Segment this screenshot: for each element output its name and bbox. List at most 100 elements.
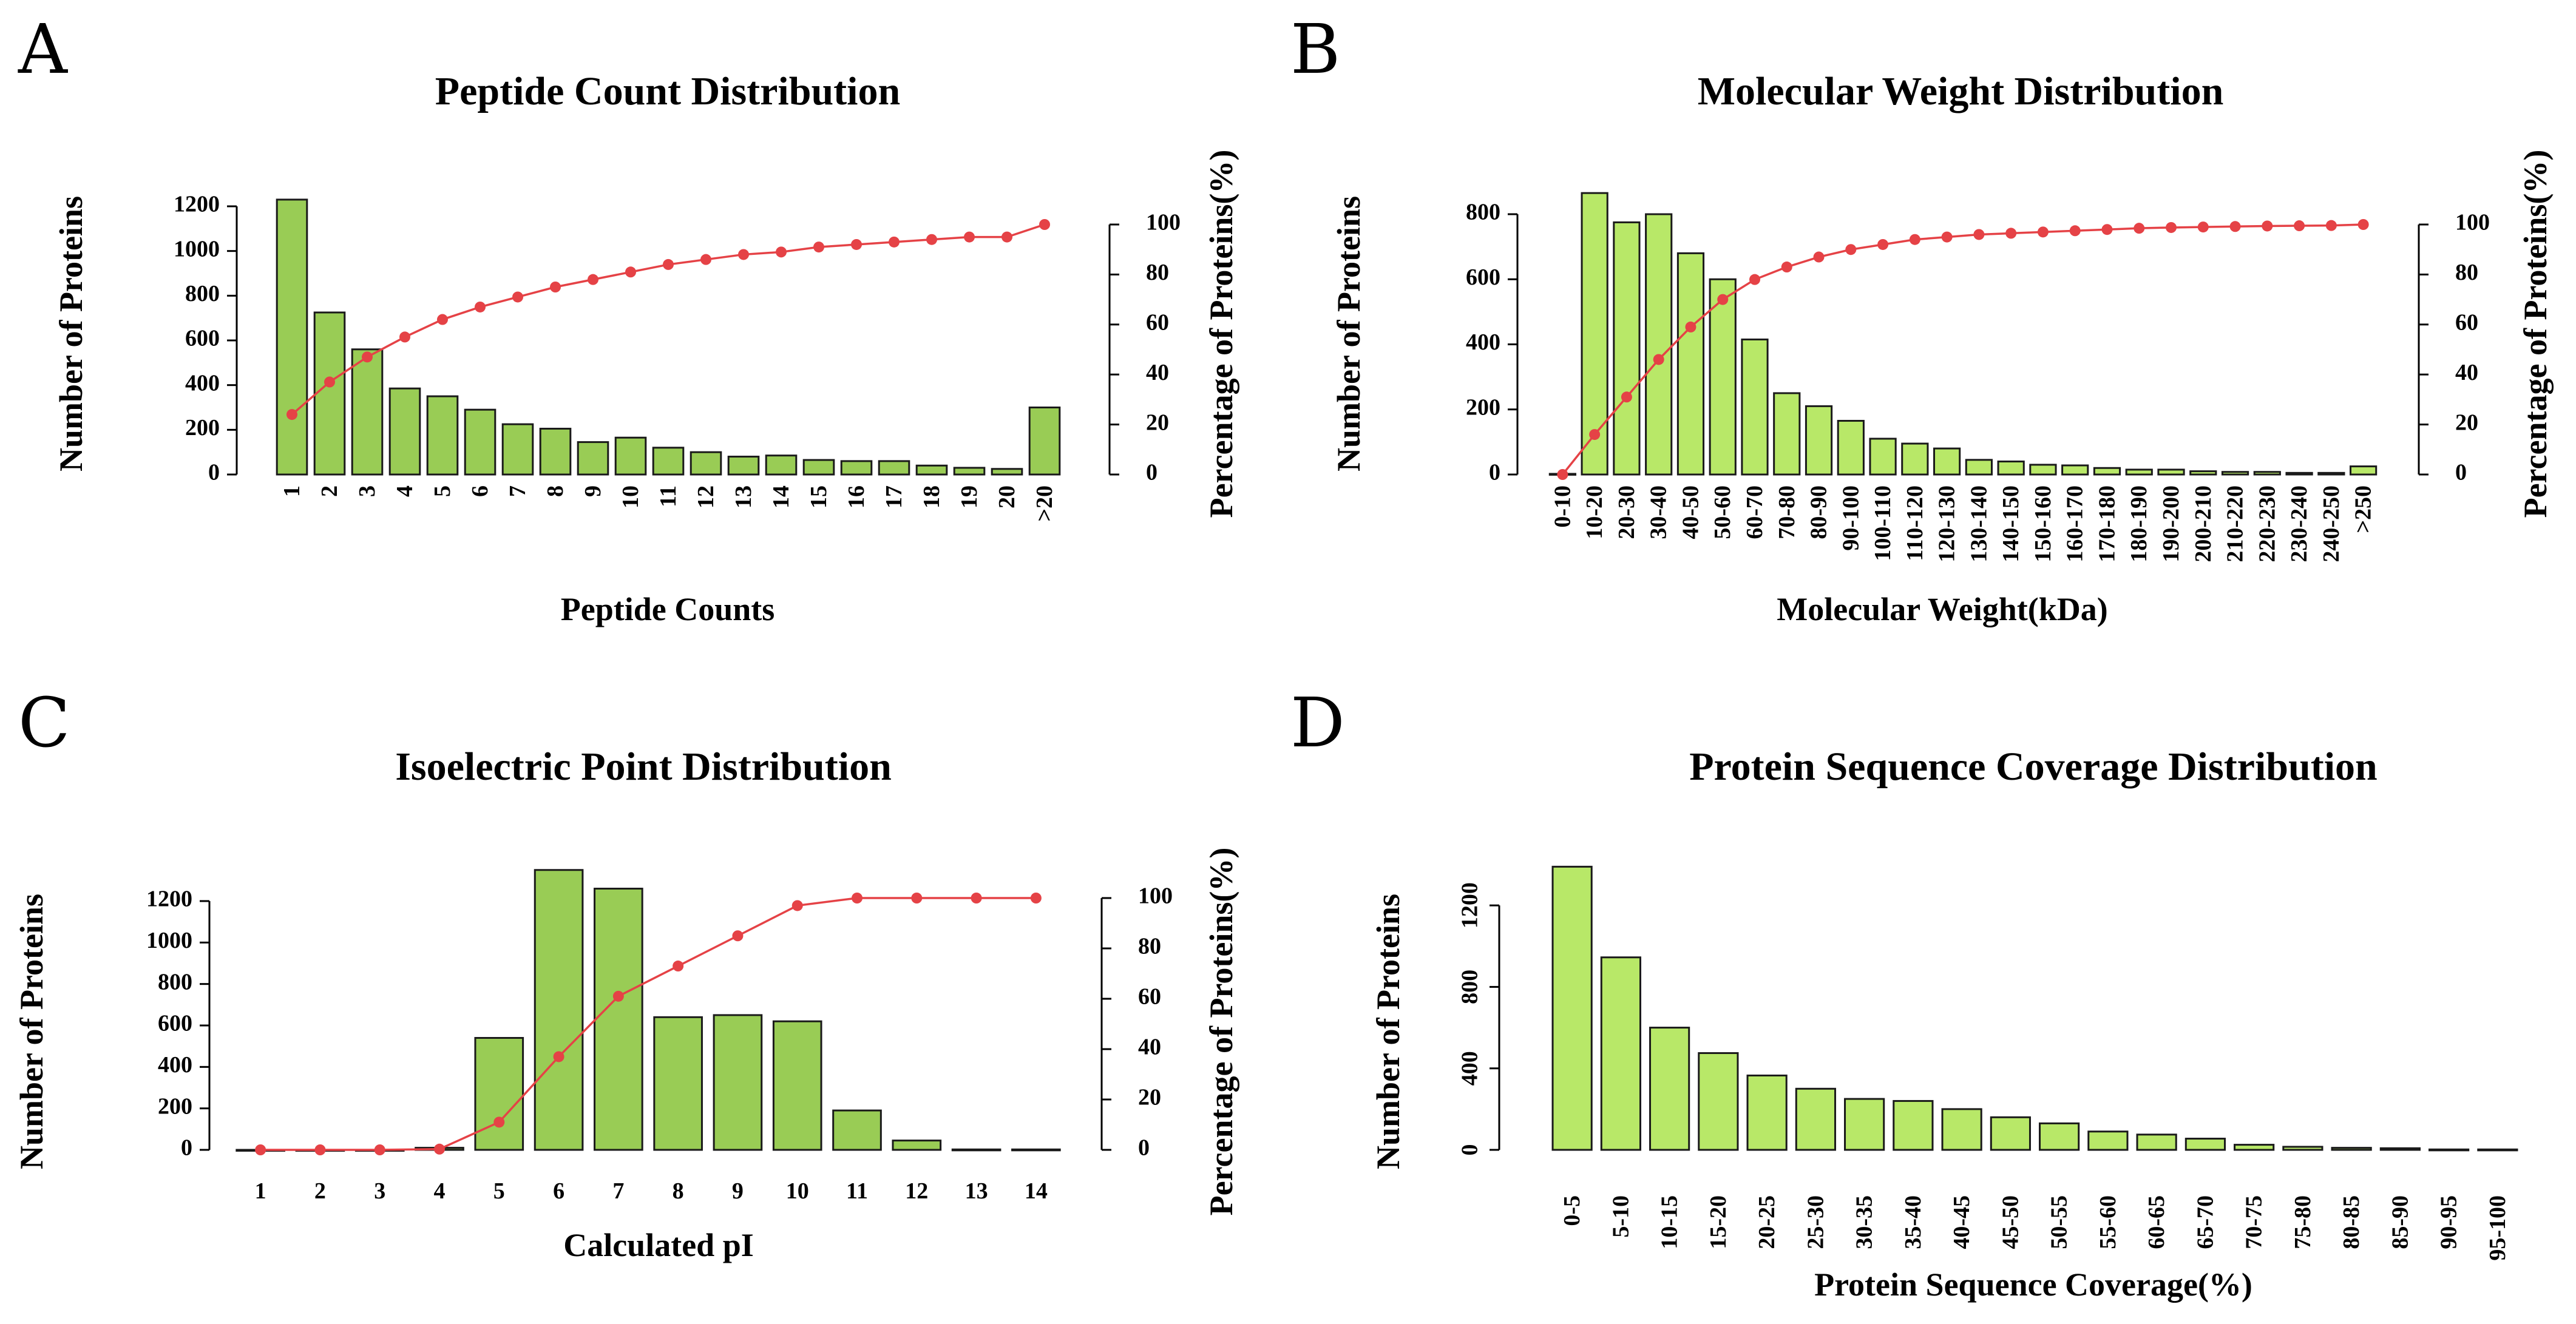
- cumulative-point: [625, 266, 636, 278]
- x-tick-label: 220-230: [2254, 485, 2280, 562]
- cumulative-point: [2005, 228, 2017, 239]
- y-tick-label: 600: [158, 1011, 192, 1036]
- cumulative-point: [553, 1051, 564, 1062]
- y2-tick-label: 40: [1146, 360, 1169, 385]
- x-tick-label: 14: [768, 485, 794, 508]
- x-tick-label: 10: [618, 485, 643, 508]
- y-tick-label: 1200: [146, 887, 192, 912]
- x-tick-label: 50-60: [1710, 485, 1735, 539]
- y2-axis-label: Percentage of Proteins(%): [1203, 150, 1239, 518]
- chart-title: Peptide Count Distribution: [435, 69, 900, 113]
- cumulative-point: [475, 301, 486, 312]
- panel-label-c: C: [18, 684, 70, 763]
- y2-axis-label: Percentage of Proteins(%): [1203, 848, 1239, 1216]
- y-tick-label: 400: [1457, 1051, 1483, 1086]
- x-axis-label: Molecular Weight(kDa): [1777, 591, 2107, 627]
- bar: [1746, 1074, 1788, 1151]
- bar: [1551, 865, 1593, 1151]
- y-tick-label: 800: [185, 281, 220, 306]
- x-tick-label: 2: [317, 485, 342, 497]
- bar: [2125, 468, 2153, 476]
- bar: [2087, 1130, 2129, 1151]
- x-tick-label: 25-30: [1803, 1195, 1828, 1249]
- bar: [2285, 471, 2313, 476]
- cumulative-point: [926, 234, 937, 245]
- y2-tick-label: 60: [1146, 310, 1169, 336]
- bar: [1011, 1148, 1061, 1152]
- bar: [2136, 1133, 2177, 1151]
- panel-d: D Protein Sequence Coverage Distribution…: [1290, 684, 2518, 1303]
- y2-tick-label: 20: [1146, 410, 1169, 435]
- y-tick-label: 200: [185, 415, 220, 441]
- bar: [426, 395, 459, 476]
- cumulative-point: [1877, 238, 1889, 250]
- x-tick-label: 70-75: [2242, 1195, 2267, 1249]
- chart-title: Isoelectric Point Distribution: [395, 745, 892, 789]
- bar: [2331, 1147, 2372, 1151]
- x-tick-label: 1: [279, 485, 305, 497]
- cumulative-point: [1781, 262, 1792, 273]
- bar: [840, 460, 873, 476]
- cumulative-point: [1589, 429, 1601, 441]
- y-axis-label: Number of Proteins: [1370, 894, 1406, 1169]
- cumulative-point: [324, 376, 335, 388]
- x-tick-label: 1: [255, 1178, 266, 1204]
- y2-tick-label: 0: [2455, 460, 2467, 485]
- x-tick-label: 40-50: [1678, 485, 1703, 539]
- panel-b: B Molecular Weight Distribution Molecula…: [1290, 10, 2554, 627]
- x-tick-label: 15: [806, 485, 832, 508]
- x-tick-label: 6: [553, 1178, 564, 1204]
- cumulative-point: [255, 1144, 266, 1155]
- x-tick-label: 70-80: [1774, 485, 1800, 539]
- bar: [2039, 1122, 2080, 1151]
- bar: [534, 869, 584, 1151]
- x-tick-label: 13: [731, 485, 756, 508]
- x-tick-label: 55-60: [2095, 1195, 2121, 1249]
- y-tick-label: 1200: [1457, 882, 1483, 928]
- cumulative-point: [1653, 354, 1664, 365]
- x-tick-label: 160-170: [2062, 485, 2088, 562]
- cumulative-line: [260, 897, 1036, 1151]
- bar: [951, 1148, 1002, 1152]
- x-tick-label: 170-180: [2094, 485, 2120, 562]
- x-tick-label: 7: [612, 1178, 624, 1204]
- x-tick-label: 4: [434, 1178, 446, 1204]
- y2-tick-label: 0: [1146, 460, 1158, 485]
- cumulative-point: [2294, 220, 2305, 232]
- bar: [1709, 278, 1737, 476]
- cumulative-point: [813, 241, 824, 253]
- y2-tick-label: 80: [1146, 260, 1169, 285]
- x-tick-label: 7: [505, 485, 530, 497]
- bar: [2253, 471, 2281, 476]
- cumulative-point: [964, 231, 975, 243]
- x-tick-label: 45-50: [1998, 1195, 2023, 1249]
- bar: [713, 1014, 763, 1151]
- x-tick-label: 230-240: [2286, 485, 2312, 562]
- bar: [915, 464, 948, 476]
- bar: [1901, 442, 1929, 476]
- x-tick-label: 90-95: [2436, 1195, 2462, 1249]
- x-tick-label: 10-20: [1582, 485, 1607, 539]
- x-tick-label: 11: [656, 485, 681, 507]
- bar: [1933, 447, 1961, 476]
- x-tick-label: 200-210: [2191, 485, 2216, 562]
- x-tick-label: 35-40: [1900, 1195, 1926, 1249]
- cumulative-point: [971, 893, 982, 903]
- cumulative-point: [1030, 893, 1042, 903]
- y-tick-label: 1200: [174, 192, 220, 217]
- cumulative-point: [889, 236, 900, 248]
- bar: [2317, 471, 2345, 476]
- y-tick-label: 400: [158, 1052, 192, 1078]
- bar: [1676, 252, 1705, 476]
- y2-tick-label: 20: [1138, 1085, 1161, 1110]
- x-axis-label: Peptide Counts: [561, 591, 775, 627]
- x-tick-label: 6: [467, 485, 493, 497]
- cumulative-point: [2197, 221, 2209, 233]
- x-tick-label: 95-100: [2485, 1195, 2510, 1261]
- x-tick-label: 4: [392, 485, 418, 497]
- bar: [2429, 1148, 2470, 1152]
- y-tick-label: 1000: [174, 236, 220, 262]
- bar: [539, 427, 572, 476]
- y2-tick-label: 20: [2455, 410, 2478, 435]
- bar: [765, 454, 798, 476]
